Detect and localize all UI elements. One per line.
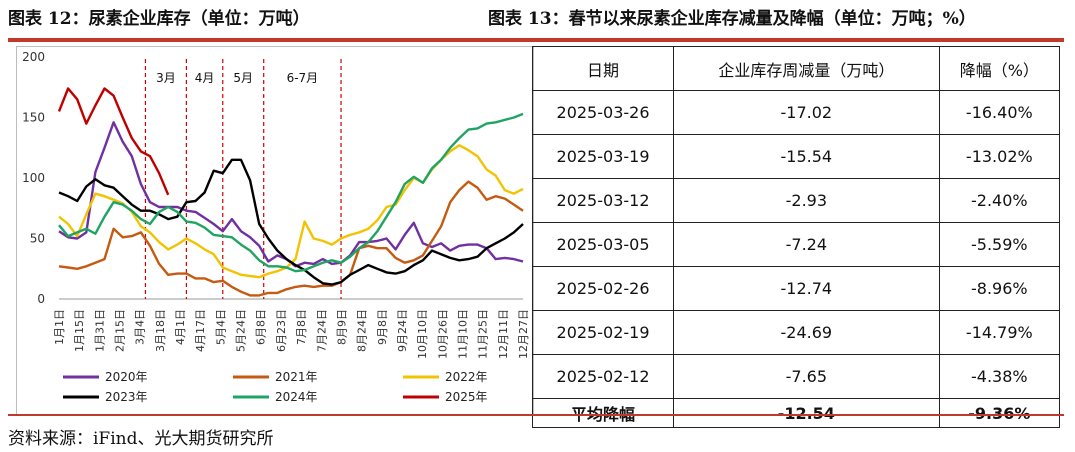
cell-decline: -4.38% [938,354,1061,399]
x-tick-label: 12月11日 [497,309,510,359]
period-label: 3月 [156,71,176,85]
cell-date: 2025-03-26 [531,90,675,135]
footer-divider [8,414,1064,416]
table-header-row: 日期 企业库存周减量（万吨） 降幅（%） [531,46,1061,91]
series-line-2024年 [58,112,524,273]
cell-decline: -13.02% [938,134,1061,179]
legend-label: 2025年 [445,390,488,404]
cell-reduction: -2.93 [673,178,940,223]
legend-label: 2023年 [105,390,148,404]
cell-decline: -5.59% [938,222,1061,267]
cell-decline: -8.96% [938,266,1061,311]
avg-reduction: -12.54 [673,398,940,428]
cell-reduction: -7.65 [673,354,940,399]
x-tick-label: 8月9日 [335,309,348,345]
x-tick-label: 9月8日 [376,309,389,345]
table-row: 2025-02-12 -7.65 -4.38% [531,354,1061,399]
table-row: 2025-02-19 -24.69 -14.79% [531,310,1061,355]
table-row: 2025-02-26 -12.74 -8.96% [531,266,1061,311]
y-tick-label: 50 [30,232,45,246]
x-tick-label: 11月10日 [456,309,469,359]
x-tick-label: 8月24日 [356,309,369,352]
x-tick-label: 12月27日 [517,309,530,359]
legend-label: 2021年 [275,370,318,384]
x-tick-label: 4月17日 [194,309,207,352]
x-tick-label: 7月8日 [295,309,308,345]
cell-reduction: -24.69 [673,310,940,355]
x-tick-label: 1月1日 [53,309,66,345]
table-row: 2025-03-12 -2.93 -2.40% [531,178,1061,223]
table-average-row: 平均降幅 -12.54 -9.36% [531,398,1061,428]
cell-date: 2025-02-19 [531,310,675,355]
inventory-chart-panel: 0 50 100 150 200 1月1日 1月15日 1月31日 2月15日 3月4日 3月18日… [16,46,534,416]
x-tick-label: 6月23日 [275,309,288,352]
inventory-line-chart: 0 50 100 150 200 1月1日 1月15日 1月31日 2月15日 3月4日 3月18日… [22,50,530,404]
x-tick-label: 9月24日 [396,309,409,352]
x-tick-label: 3月4日 [134,309,147,345]
header-weekly-reduction: 企业库存周减量（万吨） [673,46,940,91]
cell-reduction: -7.24 [673,222,940,267]
x-tick-label: 6月8日 [255,309,268,345]
cell-date: 2025-02-12 [531,354,675,399]
period-label: 4月 [195,71,215,85]
x-tick-label: 10月10日 [416,309,429,359]
x-tick-label: 5月24日 [235,309,248,352]
cell-date: 2025-03-19 [531,134,675,179]
header-decline-rate: 降幅（%） [938,46,1061,91]
cell-date: 2025-03-05 [531,222,675,267]
y-tick-label: 200 [22,50,45,64]
y-tick-label: 0 [37,292,45,306]
y-tick-label: 100 [22,171,45,185]
series-line-2023年 [58,158,524,286]
x-tick-label: 10月26日 [436,309,449,359]
table-row: 2025-03-19 -15.54 -13.02% [531,134,1061,179]
cell-decline: -14.79% [938,310,1061,355]
period-label: 6-7月 [287,71,319,85]
legend-label: 2022年 [445,370,488,384]
chart-title: 图表 12：尿素企业库存（单位：万吨） [8,9,310,29]
inventory-reduction-table: 日期 企业库存周减量（万吨） 降幅（%） 2025-03-26 -17.02 -… [531,46,1061,428]
cell-decline: -16.40% [938,90,1061,135]
avg-label: 平均降幅 [531,398,675,428]
table-row: 2025-03-26 -17.02 -16.40% [531,90,1061,135]
table-title: 图表 13：春节以来尿素企业库存减量及降幅（单位：万吨；%） [488,9,976,29]
header-date: 日期 [531,46,675,91]
source-note: 资料来源：iFind、光大期货研究所 [8,429,274,449]
x-tick-label: 11月25日 [477,309,490,359]
period-label: 5月 [233,71,253,85]
x-tick-label: 4月1日 [174,309,187,345]
cell-reduction: -12.74 [673,266,940,311]
x-tick-label: 3月18日 [154,309,167,352]
header-divider [8,38,1064,42]
y-tick-label: 150 [22,111,45,125]
x-tick-label: 7月24日 [315,309,328,352]
series-line-2025年 [57,87,170,196]
cell-reduction: -15.54 [673,134,940,179]
cell-date: 2025-02-26 [531,266,675,311]
avg-decline: -9.36% [938,398,1061,428]
cell-date: 2025-03-12 [531,178,675,223]
cell-decline: -2.40% [938,178,1061,223]
cell-reduction: -17.02 [673,90,940,135]
x-tick-label: 1月31日 [93,309,106,352]
legend-label: 2024年 [275,390,318,404]
series-line-2022年 [58,144,524,279]
x-tick-label: 1月15日 [73,309,86,352]
table-row: 2025-03-05 -7.24 -5.59% [531,222,1061,267]
x-tick-label: 5月4日 [214,309,227,345]
x-tick-label: 2月15日 [114,309,127,352]
legend-label: 2020年 [105,370,148,384]
series-line-2021年 [58,180,524,297]
